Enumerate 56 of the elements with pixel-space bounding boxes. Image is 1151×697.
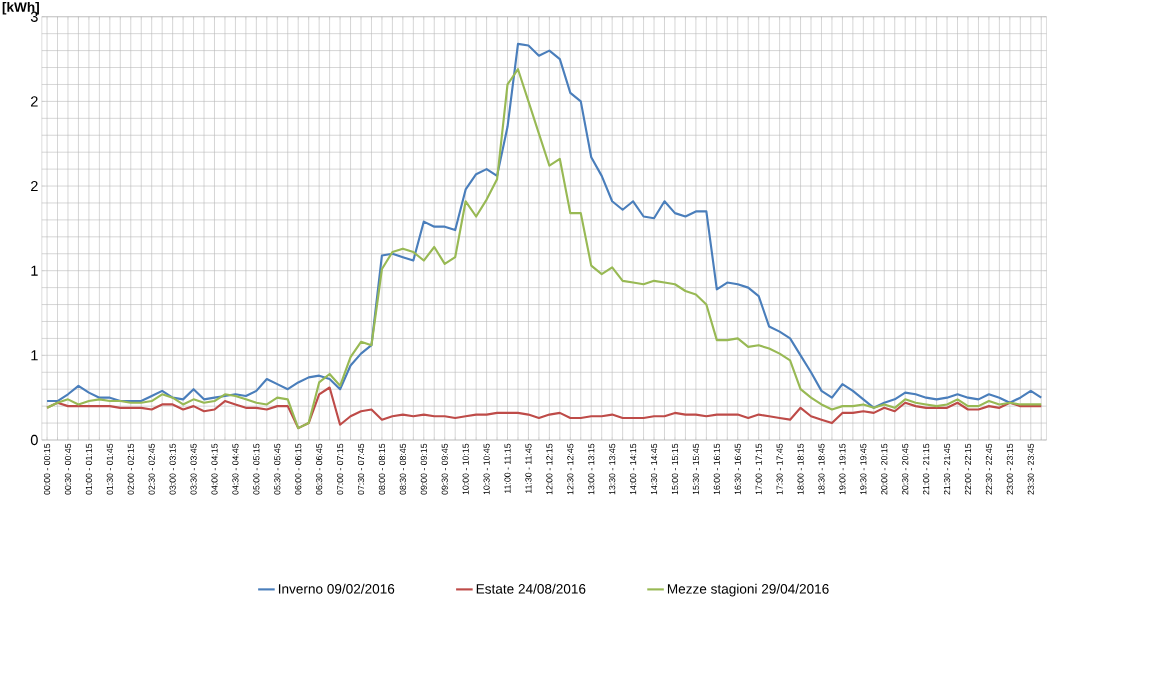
- y-tick-label: 2: [31, 96, 38, 107]
- x-tick-label: 01:00 - 01:15: [85, 443, 93, 495]
- y-tick-label: 0: [30, 434, 38, 445]
- x-tick-label: 16:00 - 16:15: [713, 443, 720, 495]
- x-tick-label: 18:30 - 18:45: [818, 443, 825, 495]
- x-tick-label: 22:30 - 22:45: [985, 443, 993, 495]
- y-tick-label: 1: [31, 350, 38, 361]
- x-tick-label: 11:30 - 11:45: [525, 443, 532, 493]
- x-tick-label: 10:00 - 10:15: [462, 443, 469, 495]
- x-tick-label: 23:00 - 23:15: [1006, 443, 1013, 495]
- x-tick-label: 06:30 - 06:45: [316, 443, 323, 495]
- x-tick-label: 00:30 - 00:45: [64, 443, 72, 495]
- x-tick-label: 13:00 - 13:15: [588, 443, 595, 495]
- x-tick-label: 21:00 - 21:15: [923, 443, 930, 495]
- x-tick-label: 17:30 - 17:45: [776, 443, 783, 495]
- x-tick-label: 02:00 - 02:15: [127, 443, 134, 495]
- x-tick-label: 05:00 - 05:15: [253, 443, 260, 495]
- x-tick-label: 09:00 - 09:15: [420, 443, 427, 495]
- x-tick-label: 15:30 - 15:45: [692, 443, 699, 495]
- x-tick-label: 09:30 - 09:45: [441, 443, 448, 495]
- x-tick-label: 22:00 - 22:15: [964, 443, 972, 495]
- x-tick-label: 20:00 - 20:15: [881, 443, 888, 495]
- x-tick-label: 00:00 - 00:15: [43, 443, 51, 495]
- x-tick-label: 08:00 - 08:15: [378, 443, 386, 495]
- x-tick-label: 12:00 - 12:15: [546, 443, 553, 495]
- x-tick-label: 20:30 - 20:45: [902, 443, 909, 495]
- x-tick-label: 12:30 - 12:45: [567, 443, 574, 495]
- x-tick-label: 03:30 - 03:45: [190, 443, 197, 495]
- x-tick-label: 08:30 - 08:45: [399, 443, 406, 495]
- legend-label: Estate 24/08/2016: [476, 583, 586, 594]
- x-tick-label: 02:30 - 02:45: [148, 443, 155, 495]
- x-tick-label: 01:30 - 01:45: [106, 443, 113, 495]
- legend-label: Inverno 09/02/2016: [278, 583, 395, 594]
- y-tick-label: 1: [31, 265, 38, 276]
- x-tick-label: 03:00 - 03:15: [169, 443, 176, 495]
- x-tick-label: 19:00 - 19:15: [839, 443, 846, 495]
- x-tick-label: 07:00 - 07:15: [336, 443, 344, 495]
- x-tick-label: 23:30 - 23:45: [1027, 443, 1034, 495]
- x-tick-label: 04:30 - 04:45: [232, 443, 239, 495]
- x-tick-label: 07:30 - 07:45: [357, 443, 365, 495]
- x-tick-label: 14:30 - 14:45: [650, 443, 658, 495]
- x-tick-label: 14:00 - 14:15: [630, 443, 637, 495]
- x-tick-label: 04:00 - 04:15: [211, 443, 218, 495]
- x-tick-label: 11:00 - 11:15: [504, 443, 511, 493]
- x-tick-label: 13:30 - 13:45: [609, 443, 616, 495]
- legend-label: Mezze stagioni 29/04/2016: [667, 583, 829, 597]
- x-tick-label: 21:30 - 21:45: [943, 443, 951, 495]
- x-tick-label: 16:30 - 16:45: [734, 443, 741, 495]
- x-tick-label: 18:00 - 18:15: [797, 443, 804, 495]
- x-tick-label: 17:00 - 17:15: [755, 443, 762, 495]
- x-tick-label: 19:30 - 19:45: [860, 443, 867, 495]
- x-tick-label: 06:00 - 06:15: [295, 443, 302, 495]
- x-tick-label: 05:30 - 05:45: [274, 443, 281, 495]
- x-tick-label: 10:30 - 10:45: [483, 443, 490, 495]
- y-tick-label: 2: [31, 180, 38, 191]
- x-tick-label: 15:00 - 15:15: [671, 443, 679, 495]
